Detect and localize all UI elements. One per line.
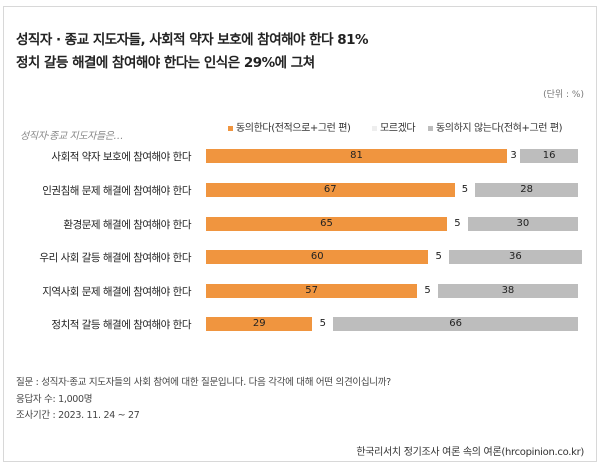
category-label: 지역사회 문제 해결에 참여해야 한다 [42, 286, 191, 298]
chart-subtitle: 성직자·종교 지도자들은… [20, 131, 124, 142]
data-label: 81 [350, 150, 363, 161]
legend-agree-swatch [228, 125, 233, 131]
data-label: 57 [305, 285, 318, 296]
legend-unsure-swatch [372, 125, 377, 131]
bar-disagree: 28 [475, 183, 578, 197]
data-label: 66 [449, 318, 462, 329]
data-label: 5 [454, 218, 461, 229]
footer-respondents: 응답자 수: 1,000명 [16, 394, 93, 405]
bar-agree: 57 [206, 284, 418, 298]
bar-unsure: 5 [430, 250, 448, 264]
chart-frame: 성직자 · 종교 지도자들, 사회적 약자 보호에 참여해야 한다 81% 정치… [3, 6, 597, 462]
category-label: 사회적 약자 보호에 참여해야 한다 [51, 151, 191, 163]
bar-disagree: 38 [437, 284, 578, 298]
data-label: 65 [320, 218, 333, 229]
legend-unsure-label: 모르겠다 [380, 123, 416, 134]
footer-question: 질문 : 성직자·종교 지도자들의 사회 참여에 대한 질문입니다. 다음 각각… [16, 377, 391, 388]
bar-disagree: 30 [467, 217, 578, 231]
bar-unsure: 5 [456, 183, 474, 197]
data-label: 5 [424, 285, 431, 296]
bar-agree: 65 [206, 217, 448, 231]
legend-disagree: 동의하지 않는다(전혀+그런 편) [428, 119, 563, 134]
data-label: 3 [510, 150, 517, 161]
data-label: 5 [461, 184, 469, 195]
legend-unsure: 모르겠다 [372, 119, 416, 134]
legend-disagree-label: 동의하지 않는다(전혀+그런 편) [436, 123, 563, 134]
bar-unsure: 5 [419, 284, 436, 298]
bar-agree: 29 [206, 317, 313, 331]
bar-unsure: 5 [449, 217, 466, 231]
bar-disagree: 36 [449, 250, 582, 264]
bar-unsure: 5 [314, 317, 332, 331]
source-credit: 한국리서치 정기조사 여론 속의 여론(hrcopinion.co.kr) [356, 447, 584, 458]
data-label: 5 [435, 251, 442, 262]
bar-disagree: 66 [333, 317, 578, 331]
category-label: 인권침해 문제 해결에 참여해야 한다 [42, 185, 191, 197]
data-label: 30 [516, 218, 530, 229]
data-label: 36 [509, 251, 522, 262]
legend-agree: 동의한다(전적으로+그런 편) [228, 119, 351, 134]
data-label: 5 [319, 318, 326, 329]
bar-unsure: 3 [508, 149, 519, 163]
bar-agree: 67 [206, 183, 455, 197]
bar-agree: 81 [206, 149, 507, 163]
chart-title-line2: 정치 갈등 해결에 참여해야 한다는 인식은 29%에 그쳐 [16, 55, 315, 71]
category-label: 우리 사회 갈등 해결에 참여해야 한다 [39, 252, 191, 264]
chart-title-line1: 성직자 · 종교 지도자들, 사회적 약자 보호에 참여해야 한다 81% [16, 32, 369, 48]
data-label: 67 [323, 184, 337, 195]
category-label: 환경문제 해결에 참여해야 한다 [63, 219, 191, 231]
legend-disagree-swatch [428, 125, 433, 131]
data-label: 16 [542, 150, 556, 161]
data-label: 38 [501, 285, 515, 296]
data-label: 28 [520, 184, 533, 195]
category-label: 정치적 갈등 해결에 참여해야 한다 [51, 319, 191, 331]
unit-label: (단위 : %) [543, 90, 584, 100]
bar-disagree: 16 [520, 149, 578, 163]
legend-agree-label: 동의한다(전적으로+그런 편) [236, 123, 351, 134]
data-label: 29 [252, 318, 266, 329]
bar-agree: 60 [206, 250, 429, 264]
footer-period: 조사기간 : 2023. 11. 24 ~ 27 [16, 410, 140, 421]
data-label: 60 [310, 251, 324, 262]
